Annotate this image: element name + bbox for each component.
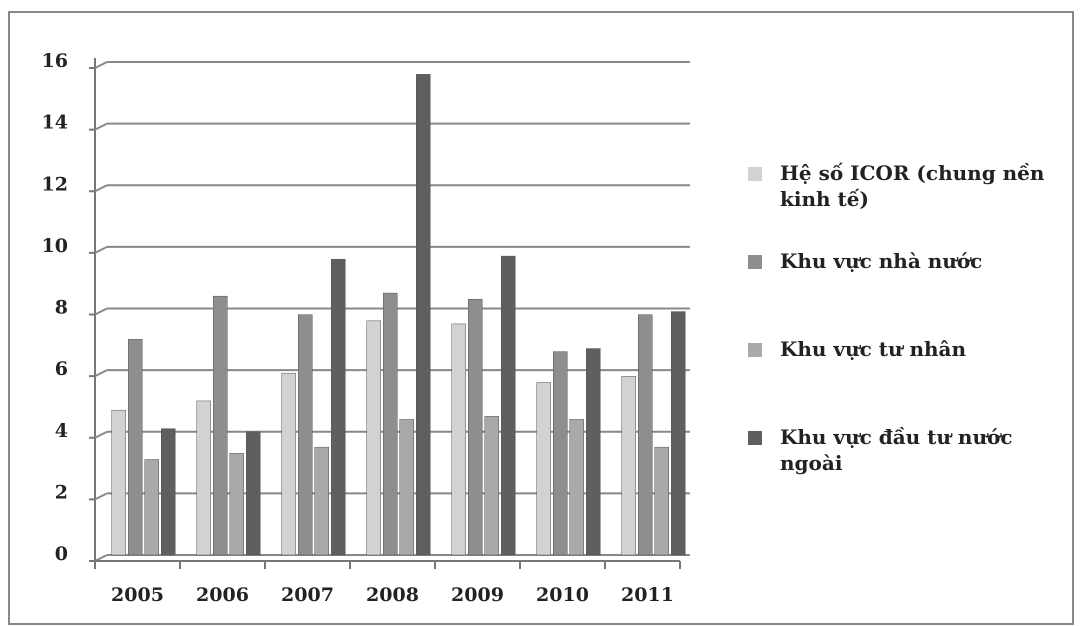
bar xyxy=(246,431,261,556)
x-tick-label: 2006 xyxy=(196,584,249,606)
bar xyxy=(331,258,346,556)
bar xyxy=(416,74,431,556)
bar xyxy=(569,419,584,556)
y-tick-label: 6 xyxy=(55,358,68,380)
y-tick-label: 4 xyxy=(55,420,68,442)
bar xyxy=(281,372,296,556)
bar xyxy=(621,376,636,556)
bar xyxy=(366,320,381,556)
x-tick-label: 2010 xyxy=(536,584,589,606)
y-tick-label: 0 xyxy=(55,543,68,565)
bar xyxy=(128,339,143,556)
x-tick-label: 2007 xyxy=(281,584,334,606)
bar xyxy=(553,351,568,556)
y-tick-label: 10 xyxy=(42,235,68,257)
grid-line xyxy=(94,61,108,69)
bar xyxy=(383,292,398,556)
x-tick-label: 2011 xyxy=(621,584,674,606)
bar xyxy=(451,323,466,556)
legend-label: Hệ số ICOR (chung nền kinh tế) xyxy=(780,161,1045,211)
grid-line xyxy=(94,122,108,131)
legend-label: Khu vực tư nhân xyxy=(780,337,967,361)
bar xyxy=(144,459,159,556)
grid-line xyxy=(94,245,108,254)
y-tick-label: 14 xyxy=(42,112,68,134)
legend-item: Khu vực nhà nước xyxy=(748,248,1048,274)
legend-label: Khu vực đầu tư nước ngoài xyxy=(780,425,1013,475)
grid-line xyxy=(94,430,108,439)
bar xyxy=(654,446,669,556)
bar xyxy=(638,314,653,556)
bar xyxy=(298,314,313,556)
bar xyxy=(111,409,126,556)
bar xyxy=(161,428,176,556)
bar xyxy=(314,446,329,556)
legend-swatch xyxy=(748,167,762,181)
grid-line xyxy=(94,184,108,193)
legend-swatch xyxy=(748,343,762,357)
legend-swatch xyxy=(748,431,762,445)
grid-line xyxy=(94,307,108,316)
bar xyxy=(213,295,228,556)
bar xyxy=(586,348,601,556)
legend-item: Khu vực đầu tư nước ngoài xyxy=(748,424,1048,476)
x-tick-label: 2008 xyxy=(366,584,419,606)
bar xyxy=(671,311,686,556)
legend-swatch xyxy=(748,255,762,269)
x-tick-label: 2009 xyxy=(451,584,504,606)
bar xyxy=(468,299,483,556)
bar xyxy=(399,419,414,556)
y-tick-label: 8 xyxy=(55,297,68,319)
grid-line xyxy=(94,492,108,501)
bar xyxy=(196,400,211,556)
bar xyxy=(501,255,516,556)
grid-line xyxy=(94,369,108,378)
bar xyxy=(484,416,499,556)
legend-item: Hệ số ICOR (chung nền kinh tế) xyxy=(748,160,1048,212)
legend-item: Khu vực tư nhân xyxy=(748,336,1048,362)
bar xyxy=(229,453,244,556)
x-tick-label: 2005 xyxy=(111,584,164,606)
frame-border xyxy=(8,11,1074,625)
legend-label: Khu vực nhà nước xyxy=(780,249,983,273)
y-tick-label: 2 xyxy=(55,481,68,503)
y-tick-label: 12 xyxy=(42,173,68,195)
y-tick-label: 16 xyxy=(42,50,68,72)
bar xyxy=(536,382,551,556)
